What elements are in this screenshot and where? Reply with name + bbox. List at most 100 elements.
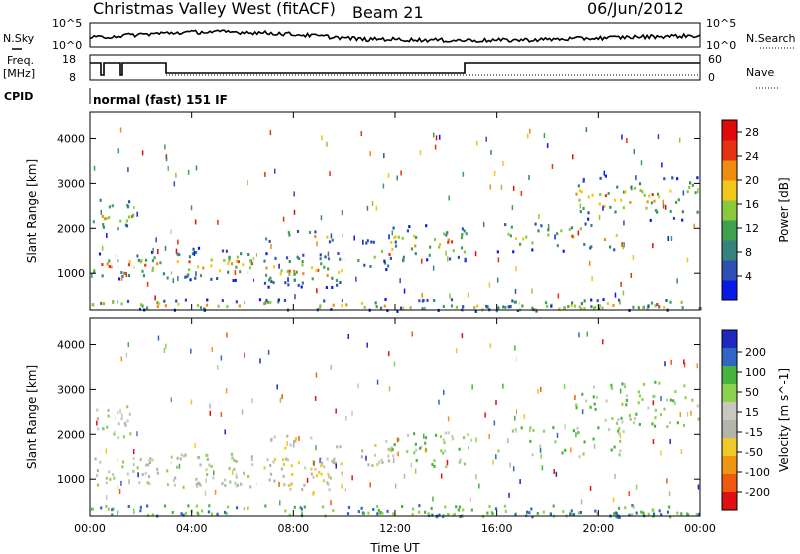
power-colorbar-tick-label: 12 [745,222,759,235]
power-cell [371,200,374,206]
power-ytick-label: 1000 [57,267,85,280]
velocity-cell [581,392,584,396]
velocity-cell [673,402,676,406]
velocity-cell [430,506,433,510]
velocity-cell [214,489,217,495]
power-cell [150,250,154,254]
power-cell [383,304,386,308]
power-cell [154,295,156,301]
velocity-colorbar-segment [722,492,737,511]
velocity-cell [105,495,108,501]
power-cell [455,305,458,309]
velocity-cell [174,476,177,480]
power-cell [414,252,417,256]
velocity-cell [124,423,127,427]
power-cell [236,255,239,259]
power-cell [520,190,523,196]
velocity-cell [367,463,370,467]
power-cell [653,199,656,203]
velocity-cell [331,459,334,463]
velocity-cell [347,333,349,339]
power-cell [579,210,582,214]
power-cell [127,200,131,204]
velocity-cell [528,511,531,515]
velocity-cell [427,512,430,516]
freq-panel: Freq. [MHz] 18 8 60 0 Nave [3,53,780,89]
velocity-cell [205,473,209,477]
power-cell [688,185,691,189]
power-cell [151,266,155,270]
velocity-colorbar-segment [722,420,737,439]
power-cell [206,298,209,302]
velocity-cell [132,469,135,473]
velocity-cell [637,401,640,405]
velocity-cell [228,466,231,470]
velocity-cell [220,411,223,417]
velocity-cell [310,472,313,476]
power-cell [355,276,357,282]
velocity-cell [659,413,663,417]
power-cell [465,232,468,236]
power-cell [482,221,485,227]
velocity-colorbar-segment [722,384,737,403]
velocity-cell [320,464,323,468]
velocity-cell [495,454,497,460]
power-cell [608,245,612,249]
power-cell [514,288,517,294]
velocity-cell [539,447,542,453]
power-cell [146,281,149,287]
power-cell [647,305,650,309]
velocity-cell [120,480,122,486]
power-cell [448,257,452,261]
velocity-cell [519,479,521,485]
power-cell [383,259,386,263]
power-cell [151,269,154,273]
power-cell [570,304,573,308]
power-cell [321,135,323,141]
velocity-cell [198,481,201,485]
velocity-cell [138,481,141,485]
velocity-cell [328,488,331,492]
noise-tick-bottom-right: 10^0 [706,39,736,52]
velocity-cell [249,485,252,489]
velocity-cell [488,504,491,508]
power-cell [92,270,96,274]
power-cell [550,304,553,308]
velocity-cell [507,438,509,444]
power-colorbar-tick-label: 8 [745,246,752,259]
power-cell [311,277,314,281]
power-cell [588,260,591,266]
velocity-panel: 1000 2000 3000 4000 00:00 04:00 08:00 12:00 16:… [25,317,716,554]
power-cell [156,301,159,305]
power-cell [464,257,467,261]
velocity-colorbar-tick-label: 200 [745,346,766,359]
velocity-xtick-label: 16:00 [481,522,513,535]
velocity-cell [388,386,391,392]
power-cell [538,214,540,220]
power-cell [575,192,578,196]
velocity-cell [443,441,446,445]
velocity-ytick-label: 1000 [57,473,85,486]
power-cell [133,206,136,210]
power-cell [374,301,377,305]
velocity-cell [491,512,494,516]
velocity-cell [367,511,370,515]
power-cell [513,300,516,304]
velocity-cell [376,504,379,508]
power-cell [295,270,298,274]
velocity-cell [233,467,236,471]
velocity-cell [351,410,353,416]
power-cell [682,190,685,196]
power-cell [205,303,209,307]
velocity-cell [180,512,183,516]
velocity-cell [112,472,115,476]
velocity-cell [444,449,447,453]
velocity-cell [346,512,350,516]
velocity-cell [105,476,109,480]
velocity-cell [651,508,654,512]
power-cell [117,277,121,281]
velocity-cell [205,453,208,457]
power-cell [326,235,329,239]
power-cell [693,223,695,229]
power-cell [473,306,476,310]
